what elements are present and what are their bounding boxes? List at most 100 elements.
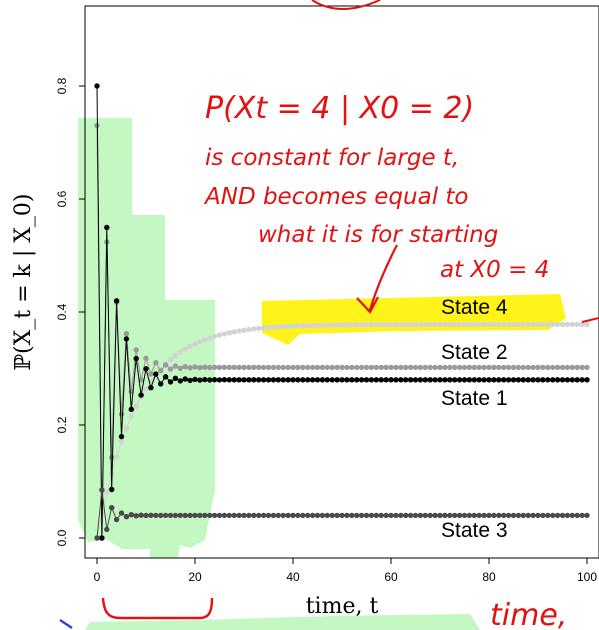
data-point xyxy=(510,321,517,328)
data-point xyxy=(417,377,424,383)
data-point xyxy=(412,377,419,383)
data-point xyxy=(167,512,174,519)
data-point xyxy=(358,512,365,519)
data-point xyxy=(246,512,252,519)
data-point xyxy=(202,364,208,370)
data-point xyxy=(305,377,311,383)
y-tick-label: 0.6 xyxy=(55,190,69,207)
data-point xyxy=(148,371,154,377)
data-point xyxy=(109,454,115,461)
data-point xyxy=(207,335,213,341)
data-point xyxy=(290,364,296,371)
data-point xyxy=(510,364,517,371)
data-point xyxy=(182,364,188,370)
data-point xyxy=(530,512,536,519)
data-point xyxy=(167,366,174,372)
data-point xyxy=(383,377,389,383)
data-point xyxy=(113,453,120,460)
data-point xyxy=(148,385,154,391)
data-point xyxy=(226,364,232,371)
data-point xyxy=(221,364,228,370)
data-point xyxy=(354,322,360,328)
data-point xyxy=(466,321,473,328)
series-state-3 xyxy=(94,487,590,541)
data-point xyxy=(94,83,100,89)
x-tick-label: 20 xyxy=(188,570,202,584)
data-point xyxy=(123,336,130,342)
data-point xyxy=(329,322,335,328)
data-point xyxy=(456,377,463,383)
data-point xyxy=(496,377,502,383)
data-point xyxy=(486,377,492,383)
data-point xyxy=(388,512,394,519)
data-point xyxy=(363,322,370,328)
data-point xyxy=(221,512,228,519)
data-point xyxy=(407,512,414,519)
data-point xyxy=(349,512,355,519)
data-point xyxy=(373,512,379,519)
data-point xyxy=(358,364,365,371)
data-point xyxy=(559,321,566,328)
data-point xyxy=(216,512,223,519)
data-point xyxy=(167,379,174,385)
data-point xyxy=(579,364,585,371)
data-point xyxy=(486,364,492,371)
data-point xyxy=(334,377,340,383)
data-point xyxy=(172,353,179,359)
data-point xyxy=(319,322,326,328)
data-point xyxy=(505,377,512,383)
data-point xyxy=(520,364,526,371)
data-point xyxy=(260,377,267,383)
x-axis-title: time, t xyxy=(306,594,379,619)
data-point xyxy=(182,512,188,519)
data-point xyxy=(412,364,419,371)
x-tick-label: 100 xyxy=(577,570,597,584)
data-point xyxy=(118,411,125,417)
data-point xyxy=(456,512,463,519)
axes: 0 20 40 60 80 100 0.0 0.2 0.4 0.6 0.8 xyxy=(55,77,597,584)
data-point xyxy=(295,364,301,371)
data-point xyxy=(461,364,468,371)
data-point xyxy=(496,512,502,519)
data-point xyxy=(403,377,409,383)
data-point xyxy=(231,364,237,370)
data-point xyxy=(123,331,130,337)
data-point xyxy=(437,512,443,519)
data-point xyxy=(104,224,110,231)
data-point xyxy=(123,514,130,520)
data-point xyxy=(501,377,507,383)
data-point xyxy=(456,364,463,371)
data-point xyxy=(461,512,468,519)
data-point xyxy=(211,512,218,519)
data-point xyxy=(280,377,286,383)
data-point xyxy=(442,321,448,328)
data-point xyxy=(393,321,399,328)
data-point xyxy=(584,321,590,328)
data-point xyxy=(153,360,159,366)
data-point xyxy=(520,512,526,519)
data-point xyxy=(314,364,321,371)
data-point xyxy=(554,321,561,328)
data-point xyxy=(138,392,144,398)
data-point xyxy=(358,322,365,328)
data-point xyxy=(398,321,404,328)
data-point xyxy=(280,364,286,371)
data-point xyxy=(172,512,179,519)
data-point xyxy=(109,505,115,511)
data-point xyxy=(324,322,330,328)
data-point xyxy=(324,512,330,519)
data-point xyxy=(285,512,291,519)
data-point xyxy=(471,321,477,328)
data-point xyxy=(221,377,228,383)
data-point xyxy=(471,377,477,383)
data-point xyxy=(241,512,247,519)
data-point xyxy=(241,364,247,371)
data-point xyxy=(334,322,340,328)
data-point xyxy=(334,512,340,519)
state-1-label: State 1 xyxy=(441,387,508,410)
data-point xyxy=(192,341,198,347)
data-point xyxy=(510,512,517,519)
series-state-2 xyxy=(94,122,590,541)
data-point xyxy=(197,364,203,371)
data-point xyxy=(491,321,497,328)
